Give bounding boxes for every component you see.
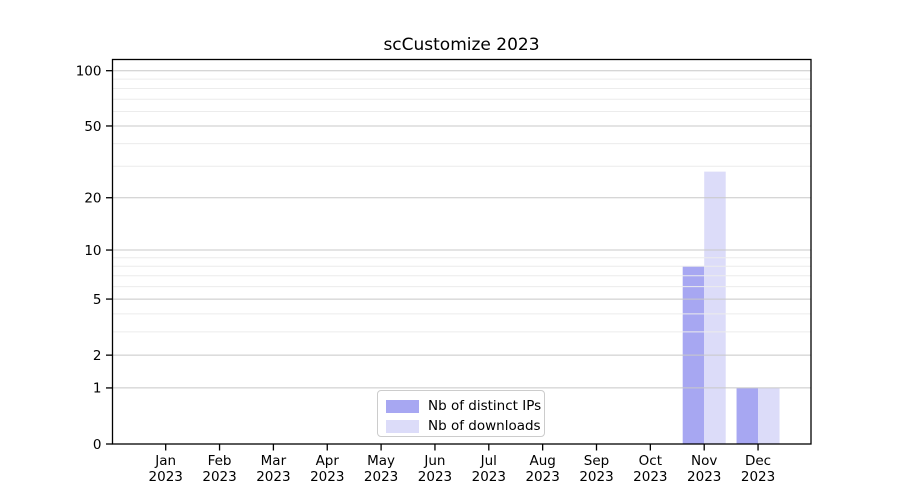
x-tick-label-year-sep-2023: 2023 <box>579 469 613 485</box>
y-tick-label-0: 0 <box>93 437 102 453</box>
x-tick-label-month-aug-2023: Aug <box>529 453 555 469</box>
x-tick-label-month-oct-2023: Oct <box>639 453 662 469</box>
x-tick-label-year-feb-2023: 2023 <box>202 469 236 485</box>
x-tick-label-month-mar-2023: Mar <box>261 453 287 469</box>
x-tick-label-month-jun-2023: Jun <box>423 453 445 469</box>
legend-swatch-distinct-ips <box>386 399 419 413</box>
x-tick-label-year-nov-2023: 2023 <box>687 469 721 485</box>
x-tick-label-month-feb-2023: Feb <box>208 453 232 469</box>
x-tick-label-month-apr-2023: Apr <box>316 453 340 469</box>
y-tick-label-2: 2 <box>93 348 102 364</box>
plot-border <box>111 58 812 445</box>
x-tick-label-month-sep-2023: Sep <box>584 453 609 469</box>
x-tick-label-month-nov-2023: Nov <box>691 453 717 469</box>
x-tick-label-year-dec-2023: 2023 <box>741 469 775 485</box>
bar-downloads-nov-2023 <box>704 171 726 444</box>
x-tick-label-year-jul-2023: 2023 <box>472 469 506 485</box>
x-tick-label-year-aug-2023: 2023 <box>525 469 559 485</box>
x-tick-label-month-may-2023: May <box>367 453 395 469</box>
x-tick-label-year-may-2023: 2023 <box>364 469 398 485</box>
legend-label-distinct-ips: Nb of distinct IPs <box>428 398 542 414</box>
x-tick-label-year-apr-2023: 2023 <box>310 469 344 485</box>
legend-item-distinct-ips: Nb of distinct IPs <box>386 396 544 416</box>
x-tick-label-month-dec-2023: Dec <box>745 453 771 469</box>
y-tick-label-50: 50 <box>84 119 101 135</box>
x-tick-label-year-jan-2023: 2023 <box>149 469 183 485</box>
y-tick-label-1: 1 <box>93 381 102 397</box>
y-tick-label-100: 100 <box>76 64 102 80</box>
y-tick-label-10: 10 <box>84 243 101 259</box>
y-tick-label-5: 5 <box>93 292 102 308</box>
x-tick-label-year-mar-2023: 2023 <box>256 469 290 485</box>
x-tick-label-month-jan-2023: Jan <box>154 453 176 469</box>
legend: Nb of distinct IPs Nb of downloads <box>377 390 545 437</box>
bar-distinct-ips-dec-2023 <box>736 387 759 444</box>
chart-title: scCustomize 2023 <box>383 35 540 55</box>
bar-downloads-dec-2023 <box>758 387 780 444</box>
y-tick-label-20: 20 <box>84 191 101 207</box>
x-tick-label-year-jun-2023: 2023 <box>418 469 452 485</box>
legend-swatch-downloads <box>386 419 419 433</box>
legend-item-downloads: Nb of downloads <box>386 416 544 436</box>
x-tick-label-month-jul-2023: Jul <box>480 453 497 469</box>
legend-label-downloads: Nb of downloads <box>428 418 541 434</box>
x-tick-label-year-oct-2023: 2023 <box>633 469 667 485</box>
